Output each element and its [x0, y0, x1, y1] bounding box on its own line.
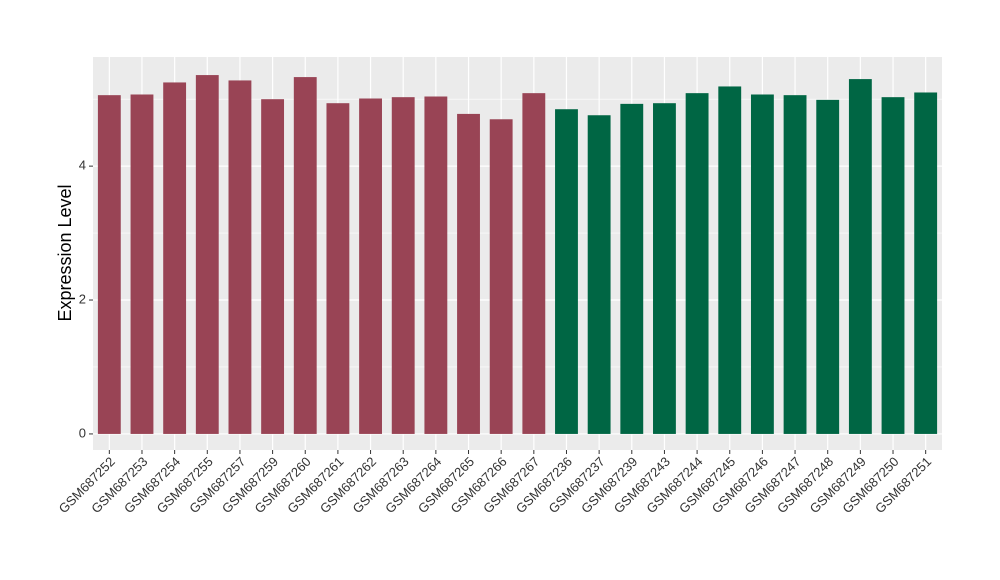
- bar: [653, 103, 676, 434]
- bar: [489, 119, 513, 434]
- bar: [750, 94, 774, 434]
- bar: [130, 94, 154, 434]
- bar: [359, 98, 382, 434]
- y-tick-label: 2: [79, 291, 86, 306]
- bar: [261, 99, 285, 434]
- bar: [228, 80, 252, 434]
- bar: [163, 82, 187, 434]
- bar: [783, 95, 807, 434]
- bar: [718, 86, 742, 434]
- y-tick-label: 4: [79, 158, 86, 173]
- bar: [424, 96, 448, 434]
- bar: [881, 97, 905, 434]
- bar: [685, 93, 709, 434]
- bar: [620, 103, 644, 434]
- bar: [914, 92, 938, 434]
- plot-panel: [93, 57, 942, 450]
- bar: [457, 113, 480, 434]
- bar: [522, 93, 546, 434]
- bar: [326, 103, 350, 434]
- bar: [848, 79, 872, 434]
- bar: [816, 99, 840, 434]
- y-tick-label: 0: [79, 425, 86, 440]
- bar: [391, 97, 415, 434]
- bar: [555, 109, 578, 434]
- bar: [293, 77, 317, 434]
- y-axis-label: Expression Level: [55, 184, 75, 321]
- bar: [97, 95, 121, 434]
- bar: [195, 75, 219, 434]
- bar: [587, 115, 611, 434]
